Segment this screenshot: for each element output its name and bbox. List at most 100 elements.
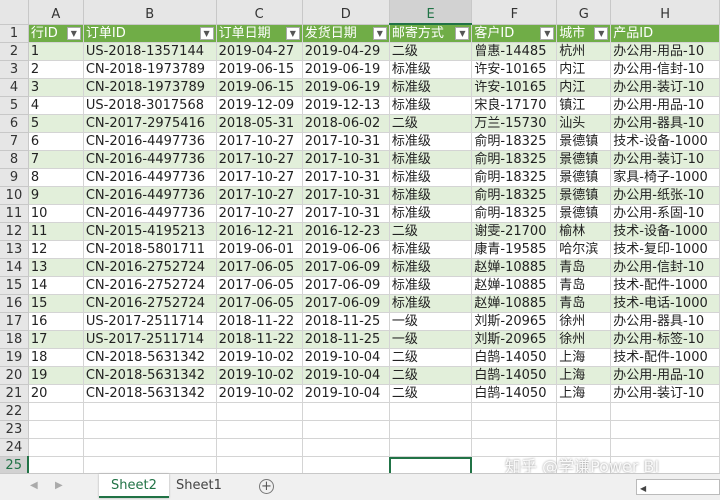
cell[interactable]: 青岛 [556, 258, 612, 277]
column-header-B[interactable]: B [83, 0, 217, 25]
cell[interactable]: 技术-复印-1000 [610, 240, 720, 259]
cell[interactable]: 白鹄-14050 [471, 366, 558, 385]
row-header[interactable]: 13 [0, 240, 29, 259]
cell[interactable]: CN-2018-5631342 [83, 384, 217, 403]
cell[interactable]: 2019-06-06 [302, 240, 390, 259]
cell[interactable]: CN-2018-1973789 [83, 78, 217, 97]
cell[interactable]: 标准级 [389, 150, 473, 169]
row-header[interactable]: 3 [0, 60, 29, 79]
cell[interactable]: 榆林 [556, 222, 612, 241]
cell[interactable]: 二级 [389, 222, 473, 241]
column-header-H[interactable]: H [610, 0, 720, 25]
cell[interactable]: 标准级 [389, 78, 473, 97]
cell[interactable]: CN-2016-4497736 [83, 150, 217, 169]
cell[interactable] [216, 420, 303, 439]
cell[interactable]: 标准级 [389, 132, 473, 151]
spreadsheet-grid[interactable]: A B C D E F G H 1 行ID ▼ 订单ID ▼ 订单日期 ▼ 发货日期 ▼ 邮寄方式 ▼ 客户ID ▼ 城市… [0, 0, 720, 473]
cell[interactable]: 办公用-标签-10 [610, 330, 720, 349]
cell[interactable]: 办公用-信封-10 [610, 60, 720, 79]
cell[interactable]: 2017-10-27 [216, 132, 303, 151]
cell[interactable]: 2017-06-09 [302, 258, 390, 277]
cell[interactable] [556, 402, 612, 421]
cell[interactable]: CN-2016-4497736 [83, 204, 217, 223]
cell[interactable]: 刘斯-20965 [471, 312, 558, 331]
cell[interactable]: 曾惠-14485 [471, 42, 558, 61]
cell[interactable]: 2018-06-02 [302, 114, 390, 133]
cell[interactable]: 2017-06-09 [302, 294, 390, 313]
row-header[interactable]: 20 [0, 366, 29, 385]
cell[interactable]: 办公用-器具-10 [610, 114, 720, 133]
header-cell[interactable]: 城市 ▼ [556, 24, 612, 43]
cell[interactable]: 2017-06-05 [216, 294, 303, 313]
cell[interactable] [302, 438, 390, 457]
cell[interactable]: 白鹄-14050 [471, 384, 558, 403]
cell[interactable]: 哈尔滨 [556, 240, 612, 259]
cell[interactable]: 俞明-18325 [471, 168, 558, 187]
prev-sheet-icon[interactable]: ◀ [30, 480, 38, 491]
header-cell[interactable]: 发货日期 ▼ [302, 24, 390, 43]
cell[interactable] [83, 456, 217, 473]
cell[interactable]: US-2017-2511714 [83, 330, 217, 349]
cell[interactable]: CN-2017-2975416 [83, 114, 217, 133]
cell[interactable]: CN-2018-1973789 [83, 60, 217, 79]
cell[interactable] [28, 438, 84, 457]
cell[interactable]: 18 [28, 348, 84, 367]
cell[interactable]: 技术-配件-1000 [610, 348, 720, 367]
cell[interactable]: 2018-05-31 [216, 114, 303, 133]
cell[interactable]: 万兰-15730 [471, 114, 558, 133]
cell[interactable]: CN-2016-2752724 [83, 258, 217, 277]
cell[interactable]: 二级 [389, 42, 473, 61]
cell[interactable]: 11 [28, 222, 84, 241]
cell[interactable]: CN-2018-5631342 [83, 348, 217, 367]
active-cell[interactable] [389, 456, 473, 473]
column-header-D[interactable]: D [302, 0, 390, 25]
cell[interactable]: 内江 [556, 78, 612, 97]
cell[interactable]: 标准级 [389, 60, 473, 79]
cell[interactable]: 2016-12-23 [302, 222, 390, 241]
cell[interactable] [83, 420, 217, 439]
header-cell[interactable]: 订单日期 ▼ [216, 24, 303, 43]
row-header[interactable]: 15 [0, 276, 29, 295]
cell[interactable]: 家具-椅子-1000 [610, 168, 720, 187]
tab-sheet2[interactable]: Sheet2 [99, 474, 169, 498]
cell[interactable]: 二级 [389, 114, 473, 133]
row-header[interactable]: 22 [0, 402, 29, 421]
filter-dropdown-icon[interactable]: ▼ [66, 26, 81, 40]
cell[interactable]: 2019-06-19 [302, 60, 390, 79]
cell[interactable] [83, 438, 217, 457]
row-header[interactable]: 8 [0, 150, 29, 169]
cell[interactable] [28, 456, 84, 473]
filter-dropdown-icon[interactable]: ▼ [285, 26, 300, 40]
cell[interactable]: 景德镇 [556, 168, 612, 187]
cell[interactable]: 赵婵-10885 [471, 258, 558, 277]
cell[interactable] [83, 402, 217, 421]
cell[interactable] [610, 420, 720, 439]
row-header[interactable]: 17 [0, 312, 29, 331]
cell[interactable] [28, 420, 84, 439]
cell[interactable]: 赵婵-10885 [471, 294, 558, 313]
cell[interactable]: 赵婵-10885 [471, 276, 558, 295]
cell[interactable] [389, 420, 473, 439]
cell[interactable] [471, 456, 558, 473]
tab-sheet1[interactable]: Sheet1 [176, 478, 222, 493]
cell[interactable] [389, 402, 473, 421]
cell[interactable]: US-2017-2511714 [83, 312, 217, 331]
cell[interactable]: 2017-06-09 [302, 276, 390, 295]
cell[interactable]: 2017-10-31 [302, 168, 390, 187]
cell[interactable]: 标准级 [389, 168, 473, 187]
cell[interactable]: 办公用-系固-10 [610, 204, 720, 223]
cell[interactable]: CN-2018-5801711 [83, 240, 217, 259]
cell[interactable] [28, 402, 84, 421]
header-cell[interactable]: 客户ID ▼ [471, 24, 558, 43]
cell[interactable] [556, 456, 612, 473]
cell[interactable]: 汕头 [556, 114, 612, 133]
cell[interactable]: 景德镇 [556, 132, 612, 151]
cell[interactable]: 刘斯-20965 [471, 330, 558, 349]
cell[interactable]: 2017-10-27 [216, 204, 303, 223]
cell[interactable]: CN-2016-4497736 [83, 132, 217, 151]
cell[interactable]: 技术-配件-1000 [610, 276, 720, 295]
cell[interactable]: CN-2016-2752724 [83, 276, 217, 295]
cell[interactable]: 2017-10-27 [216, 186, 303, 205]
cell[interactable]: 杭州 [556, 42, 612, 61]
cell[interactable]: 2019-06-15 [216, 60, 303, 79]
